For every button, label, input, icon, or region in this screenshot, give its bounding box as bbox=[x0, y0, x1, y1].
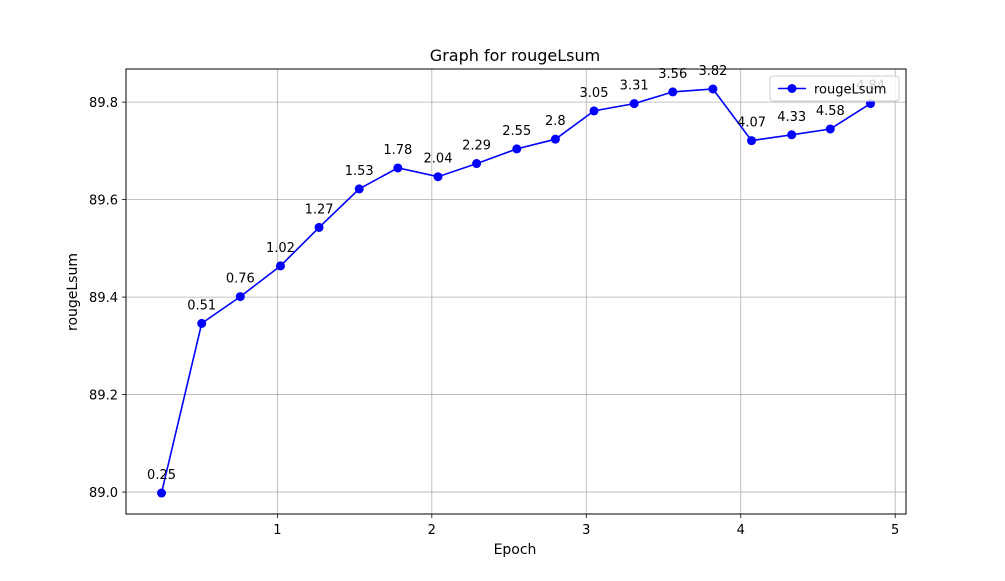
data-point bbox=[393, 163, 403, 173]
data-point bbox=[708, 84, 718, 94]
data-label: 1.78 bbox=[383, 143, 412, 158]
data-point bbox=[629, 99, 639, 109]
data-point bbox=[512, 144, 522, 154]
x-tick-label: 2 bbox=[428, 523, 436, 538]
y-tick-label: 89.8 bbox=[89, 96, 118, 111]
series-layer bbox=[157, 84, 875, 498]
x-tick-label: 4 bbox=[737, 523, 745, 538]
data-label: 2.29 bbox=[462, 139, 491, 154]
grid bbox=[126, 69, 906, 514]
data-point bbox=[787, 130, 797, 140]
data-label: 4.58 bbox=[816, 104, 845, 119]
data-label: 4.07 bbox=[737, 116, 766, 131]
data-label: 2.55 bbox=[502, 124, 531, 139]
data-label: 0.76 bbox=[226, 272, 255, 287]
data-point bbox=[668, 87, 678, 97]
data-label: 0.51 bbox=[187, 298, 216, 313]
y-tick-label: 89.2 bbox=[89, 389, 118, 404]
data-label: 3.82 bbox=[698, 64, 727, 79]
x-tick-label: 3 bbox=[582, 523, 590, 538]
legend-marker bbox=[787, 84, 797, 93]
x-axis-label: Epoch bbox=[494, 542, 537, 558]
x-tick-label: 1 bbox=[273, 523, 281, 538]
data-point bbox=[235, 292, 245, 302]
y-tick-label: 89.4 bbox=[89, 291, 118, 306]
data-label: 1.02 bbox=[266, 241, 295, 256]
data-point bbox=[157, 488, 167, 498]
data-point bbox=[472, 159, 482, 169]
data-point bbox=[825, 124, 835, 134]
data-label: 0.25 bbox=[147, 468, 176, 483]
legend: rougeLsum bbox=[769, 75, 900, 102]
x-tick-label: 5 bbox=[891, 523, 899, 538]
y-axis-label: rougeLsum bbox=[65, 253, 81, 331]
data-point bbox=[354, 184, 364, 194]
point-labels: 0.25 0.51 0.76 1.02 1.27 1.53 1.78 2.04 2.29 2.55… bbox=[147, 64, 885, 483]
data-point bbox=[589, 106, 599, 116]
data-point bbox=[747, 136, 757, 146]
data-label: 1.53 bbox=[345, 164, 374, 179]
data-point bbox=[550, 134, 560, 144]
data-label: 3.56 bbox=[658, 67, 687, 82]
data-label: 4.33 bbox=[777, 110, 806, 125]
axis-ticks: 1 2 3 4 5 89.0 89.2 89.4 89.6 89.8 bbox=[89, 96, 899, 538]
chart-title: Graph for rougeLsum bbox=[430, 46, 600, 65]
legend-label: rougeLsum bbox=[814, 83, 886, 98]
data-point bbox=[433, 172, 443, 182]
data-point bbox=[275, 261, 285, 271]
legend-box bbox=[769, 75, 900, 102]
data-point bbox=[314, 222, 324, 232]
data-label: 2.04 bbox=[424, 152, 453, 167]
plot-frame bbox=[125, 68, 907, 515]
data-label: 2.8 bbox=[545, 114, 566, 129]
y-tick-label: 89.0 bbox=[89, 486, 118, 501]
data-label: 3.31 bbox=[620, 79, 649, 94]
data-label: 3.05 bbox=[580, 86, 609, 101]
data-label: 1.27 bbox=[305, 202, 334, 217]
y-tick-label: 89.6 bbox=[89, 194, 118, 209]
data-point bbox=[197, 318, 207, 328]
